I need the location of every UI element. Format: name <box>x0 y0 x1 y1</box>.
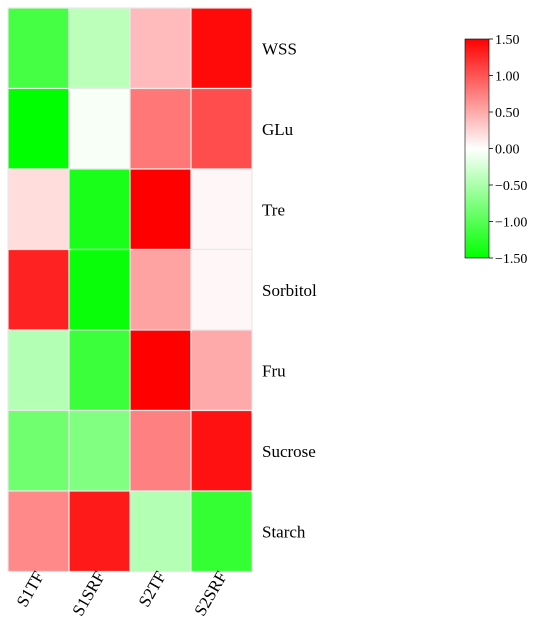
heatmap-cell-glu-s1tf <box>7 87 70 170</box>
row-label-sucrose: Sucrose <box>262 442 316 461</box>
heatmap-cell-fru-s2tf <box>129 329 192 412</box>
heatmap-cell-wss-s1tf <box>7 7 70 90</box>
colorbar-tick-label: −1.00 <box>495 216 527 231</box>
heatmap-cell-sorbitol-s1srf <box>68 248 131 331</box>
row-label-glu: GLu <box>262 120 294 139</box>
heatmap-cell-tre-s2srf <box>190 168 253 251</box>
colorbar-tick-label: 1.50 <box>495 33 520 48</box>
colorbar-tick-label: 0.00 <box>495 143 520 158</box>
colorbar-tick-label: −0.50 <box>495 179 527 194</box>
colorbar-tick-label: −1.50 <box>495 252 527 267</box>
colorbar-tick-label: 1.00 <box>495 70 520 85</box>
heatmap-cell-wss-s2srf <box>190 7 253 90</box>
heatmap-cell-sucrose-s1srf <box>68 409 131 492</box>
heatmap-cell-fru-s1srf <box>68 329 131 412</box>
column-label-s1srf: S1SRF <box>68 568 109 619</box>
heatmap-cell-glu-s1srf <box>68 87 131 170</box>
row-label-starch: Starch <box>262 522 306 541</box>
heatmap-cell-starch-s2srf <box>190 490 253 573</box>
row-labels: WSS GLu Tre Sorbitol Fru Sucrose Starch <box>262 39 317 541</box>
colorbar-tick-label: 0.50 <box>495 106 520 121</box>
heatmap-cell-tre-s2tf <box>129 168 192 251</box>
heatmap-cell-fru-s2srf <box>190 329 253 412</box>
heatmap-cell-starch-s1tf <box>7 490 70 573</box>
heatmap-cell-tre-s1srf <box>68 168 131 251</box>
heatmap-cell-sucrose-s2tf <box>129 409 192 492</box>
column-labels: S1TF S1SRF S2TF S2SRF <box>13 568 231 619</box>
colorbar-gradient <box>464 38 490 259</box>
heatmap-cell-wss-s1srf <box>68 7 131 90</box>
heatmap-cell-sorbitol-s2srf <box>190 248 253 331</box>
heatmap-cell-sucrose-s1tf <box>7 409 70 492</box>
heatmap-cell-fru-s1tf <box>7 329 70 412</box>
heatmap-cells <box>7 7 253 573</box>
column-label-s2tf: S2TF <box>135 568 170 610</box>
row-label-tre: Tre <box>262 200 285 219</box>
colorbar: 1.50 1.00 0.50 0.00 −0.50 −1.00 −1.50 <box>464 33 527 267</box>
row-label-sorbitol: Sorbitol <box>262 281 317 300</box>
heatmap-cell-sucrose-s2srf <box>190 409 253 492</box>
heatmap-cell-starch-s1srf <box>68 490 131 573</box>
heatmap-cell-tre-s1tf <box>7 168 70 251</box>
heatmap-cell-glu-s2tf <box>129 87 192 170</box>
row-label-fru: Fru <box>262 361 286 380</box>
column-label-s2srf: S2SRF <box>190 568 231 619</box>
heatmap-cell-glu-s2srf <box>190 87 253 170</box>
column-label-s1tf: S1TF <box>13 568 48 610</box>
heatmap-cell-sorbitol-s1tf <box>7 248 70 331</box>
heatmap-cell-wss-s2tf <box>129 7 192 90</box>
heatmap-cell-starch-s2tf <box>129 490 192 573</box>
heatmap-cell-sorbitol-s2tf <box>129 248 192 331</box>
row-label-wss: WSS <box>262 39 297 58</box>
